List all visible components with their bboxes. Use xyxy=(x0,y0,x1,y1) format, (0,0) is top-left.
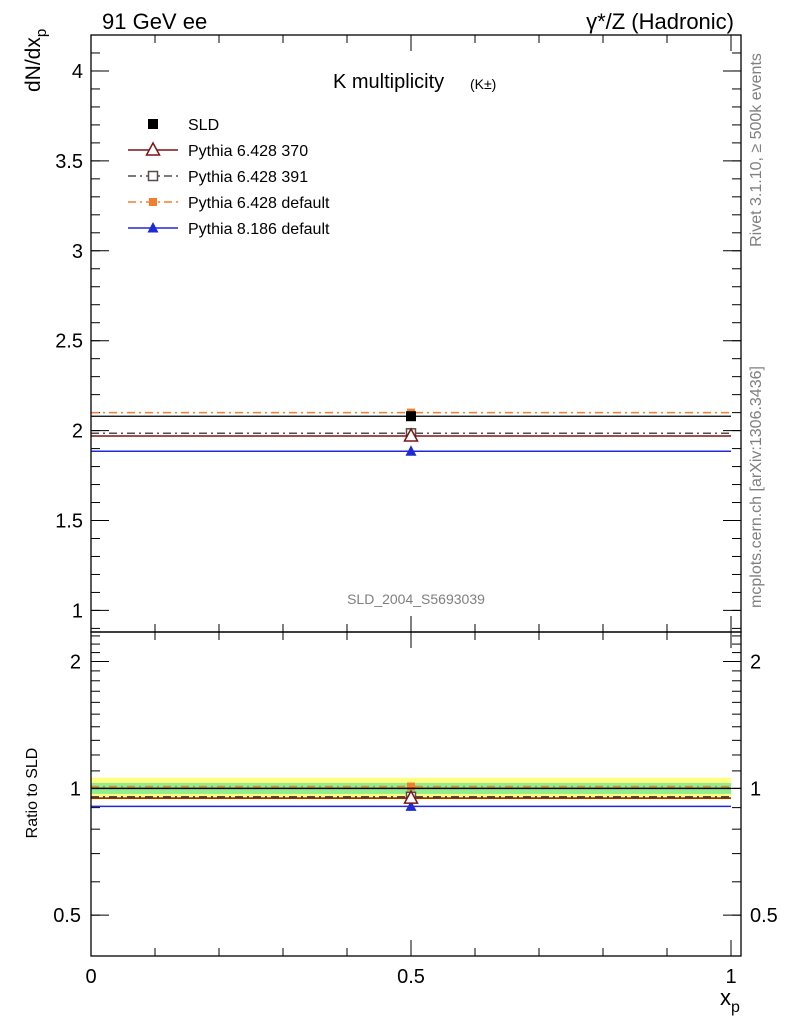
main-marker-pythia-8-186-default xyxy=(405,445,417,456)
legend-marker xyxy=(149,198,157,206)
main-panel: 1 1.5 2 2.5 3 3.5 4 K multiplicity (K±) SLD_20… xyxy=(22,29,742,633)
ratio-ytick-label-right: 0.5 xyxy=(750,905,778,927)
main-ytick-label: 3 xyxy=(72,241,83,263)
ratio-ytick-label: 2 xyxy=(70,652,81,674)
ratio-ytick-label: 1 xyxy=(70,778,81,800)
legend-marker xyxy=(148,119,158,129)
main-watermark: SLD_2004_S5693039 xyxy=(347,591,485,607)
main-marker-pythia-6-428-370 xyxy=(403,427,419,442)
legend-marker xyxy=(147,222,159,233)
legend-label: Pythia 8.186 default xyxy=(188,221,330,238)
ratio-ylabel: Ratio to SLD xyxy=(24,748,41,839)
ratio-ytick-label-right: 2 xyxy=(750,652,761,674)
main-ytick-label: 1 xyxy=(72,600,83,622)
main-ylabel-text: dN/dxp xyxy=(22,29,50,92)
main-ylabel: dN/dxp xyxy=(22,29,50,92)
main-ytick-label: 2.5 xyxy=(55,331,83,353)
ratio-panel: 0.5 0.5 1 1 2 2 0 0.5 1 Ratio to SLD xp xyxy=(24,631,778,1016)
x-tick-label: 0 xyxy=(85,966,96,988)
x-axis-label-text: xp xyxy=(720,985,740,1016)
main-title-sub: (K±) xyxy=(470,76,496,92)
legend-label: Pythia 6.428 391 xyxy=(188,169,308,186)
main-ytick-label: 1.5 xyxy=(55,511,83,533)
mcplots-label: mcplots.cern.ch [arXiv:1306.3436] xyxy=(748,366,765,608)
x-axis-label: xp xyxy=(720,985,740,1016)
x-tick-label: 1 xyxy=(725,966,736,988)
rivet-label: Rivet 3.1.10, ≥ 500k events xyxy=(748,53,765,247)
ratio-ytick-label-right: 1 xyxy=(750,778,761,800)
ratio-frame xyxy=(90,631,742,957)
main-ytick-label: 4 xyxy=(72,61,83,83)
legend-marker xyxy=(147,170,159,182)
legend-label: Pythia 6.428 default xyxy=(188,195,330,212)
main-ytick-label: 3.5 xyxy=(55,151,83,173)
legend: SLD Pythia 6.428 370 Pythia 6.428 391 Pythi… xyxy=(128,117,330,238)
legend-label: Pythia 6.428 370 xyxy=(188,143,308,160)
header-right: γ*/Z (Hadronic) xyxy=(586,9,734,34)
ratio-marker-pythia-6-428-default xyxy=(407,782,415,791)
main-title: K multiplicity xyxy=(333,71,444,93)
main-marker-sld xyxy=(406,411,416,422)
x-tick-label: 0.5 xyxy=(397,966,425,988)
header-left: 91 GeV ee xyxy=(102,9,207,34)
legend-marker xyxy=(145,141,161,156)
ratio-ytick-label: 0.5 xyxy=(53,905,81,927)
legend-label: SLD xyxy=(188,117,219,134)
ratio-marker-pythia-8-186-default xyxy=(405,800,417,811)
ratio-marker-pythia-6-428-370 xyxy=(403,789,419,804)
main-ytick-label: 2 xyxy=(72,421,83,443)
